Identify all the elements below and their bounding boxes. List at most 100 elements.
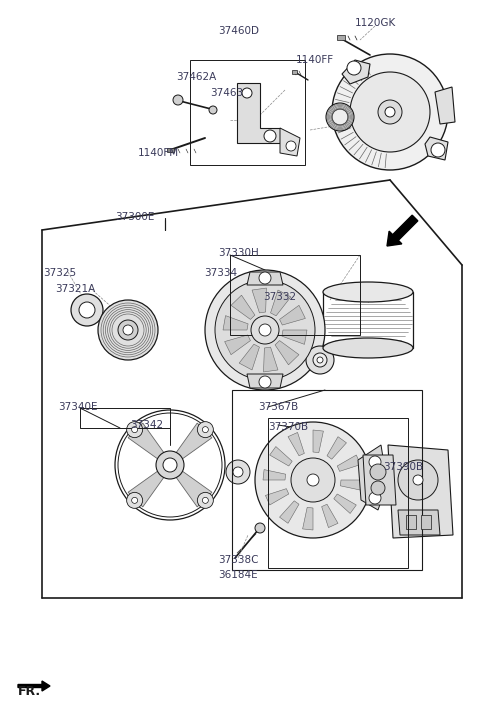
Text: 37300E: 37300E <box>115 212 155 222</box>
Circle shape <box>398 460 438 500</box>
Circle shape <box>203 498 208 503</box>
Circle shape <box>132 498 138 503</box>
Polygon shape <box>327 436 347 459</box>
Circle shape <box>163 458 177 472</box>
Bar <box>230 255 360 335</box>
Circle shape <box>313 353 327 367</box>
Polygon shape <box>265 488 289 505</box>
Text: 37342: 37342 <box>130 420 163 430</box>
Text: 37370B: 37370B <box>268 422 308 432</box>
FancyArrow shape <box>387 215 418 246</box>
Polygon shape <box>231 295 255 320</box>
Bar <box>232 390 422 570</box>
Text: 1140FF: 1140FF <box>296 55 334 65</box>
Polygon shape <box>340 480 363 491</box>
Circle shape <box>251 316 279 344</box>
Circle shape <box>123 325 133 335</box>
Circle shape <box>132 426 138 433</box>
Circle shape <box>264 130 276 142</box>
Text: FR.: FR. <box>18 685 41 698</box>
Text: 1120GK: 1120GK <box>355 18 396 28</box>
Polygon shape <box>342 60 370 84</box>
Polygon shape <box>435 87 455 124</box>
Polygon shape <box>279 501 299 523</box>
Circle shape <box>98 300 158 360</box>
Circle shape <box>127 493 143 508</box>
Ellipse shape <box>323 338 413 358</box>
Bar <box>421 515 431 529</box>
Circle shape <box>127 422 143 438</box>
Polygon shape <box>223 315 248 330</box>
Circle shape <box>259 376 271 388</box>
Polygon shape <box>128 470 165 507</box>
Circle shape <box>370 464 386 480</box>
Circle shape <box>118 320 138 340</box>
Bar <box>268 418 408 568</box>
Text: 37340E: 37340E <box>58 402 97 412</box>
Circle shape <box>197 422 213 438</box>
Text: 37462A: 37462A <box>176 72 216 82</box>
Circle shape <box>197 493 213 508</box>
Circle shape <box>431 143 445 157</box>
Polygon shape <box>271 290 291 316</box>
Ellipse shape <box>323 282 413 302</box>
Circle shape <box>332 54 448 170</box>
Circle shape <box>326 103 354 131</box>
Polygon shape <box>175 470 212 507</box>
Circle shape <box>71 294 103 326</box>
Bar <box>337 35 345 40</box>
Circle shape <box>259 324 271 336</box>
Polygon shape <box>358 445 385 510</box>
Text: 37321A: 37321A <box>55 284 95 294</box>
Text: 37367B: 37367B <box>258 402 298 412</box>
Text: 37338C: 37338C <box>218 555 259 565</box>
Bar <box>406 515 416 529</box>
Polygon shape <box>225 335 251 355</box>
Text: 37463: 37463 <box>210 88 243 98</box>
Polygon shape <box>388 445 453 538</box>
Bar <box>292 70 297 74</box>
Text: 37390B: 37390B <box>383 462 423 472</box>
Circle shape <box>413 475 423 485</box>
Text: 37330H: 37330H <box>218 248 259 258</box>
Polygon shape <box>264 347 278 372</box>
Circle shape <box>255 422 371 538</box>
Bar <box>167 148 174 152</box>
FancyArrow shape <box>18 681 50 691</box>
Circle shape <box>156 451 184 479</box>
Circle shape <box>369 456 381 468</box>
Polygon shape <box>239 344 259 370</box>
Polygon shape <box>313 430 324 453</box>
Circle shape <box>291 458 335 502</box>
Circle shape <box>226 460 250 484</box>
Polygon shape <box>247 374 283 388</box>
Bar <box>80 408 170 428</box>
Circle shape <box>317 357 323 363</box>
Bar <box>190 60 305 165</box>
Polygon shape <box>425 137 448 160</box>
Circle shape <box>332 109 348 125</box>
Polygon shape <box>252 288 266 313</box>
Polygon shape <box>288 432 304 456</box>
Circle shape <box>306 346 334 374</box>
Polygon shape <box>398 510 440 535</box>
Circle shape <box>350 72 430 152</box>
Polygon shape <box>270 446 292 466</box>
Text: 37332: 37332 <box>263 292 296 302</box>
Polygon shape <box>275 340 299 365</box>
Text: 36184E: 36184E <box>218 570 258 580</box>
Text: 37325: 37325 <box>43 268 76 278</box>
Polygon shape <box>279 305 305 325</box>
Circle shape <box>385 107 395 117</box>
Circle shape <box>371 481 385 495</box>
Polygon shape <box>128 423 165 460</box>
Polygon shape <box>175 423 212 460</box>
Polygon shape <box>334 494 356 513</box>
Text: 37460D: 37460D <box>218 26 259 36</box>
Circle shape <box>378 100 402 124</box>
Polygon shape <box>337 455 360 471</box>
Circle shape <box>203 426 208 433</box>
Circle shape <box>347 61 361 75</box>
Circle shape <box>286 141 296 151</box>
Polygon shape <box>263 470 286 480</box>
